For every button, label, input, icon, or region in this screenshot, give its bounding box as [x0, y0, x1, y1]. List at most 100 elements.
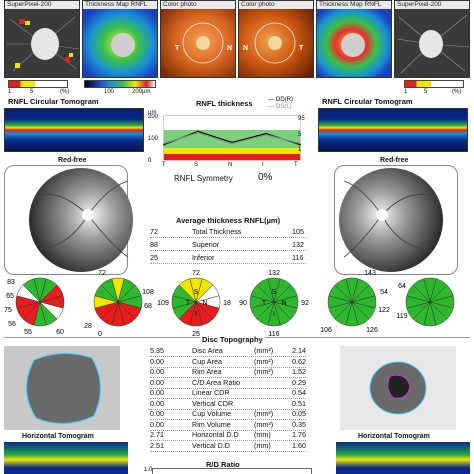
clock-right-label: 122	[378, 307, 390, 314]
sector	[256, 278, 275, 303]
avg-row-label: Superior	[192, 240, 220, 249]
redfree-left-image	[29, 168, 133, 272]
x-tick-i: I	[262, 162, 264, 168]
x-tick-n: N	[228, 162, 233, 168]
quad-right-right: 92	[301, 300, 309, 307]
tomogram-left-title: RNFL Circular Tomogram	[8, 97, 99, 106]
quad-right-i: I	[273, 311, 275, 318]
disc-row-divider	[150, 450, 306, 452]
disc-row-left: 0.00	[150, 388, 164, 397]
disc-row-label: Rim Volume	[192, 419, 231, 429]
clock-chart-right	[405, 277, 455, 327]
clock-right-label: 119	[396, 313, 407, 320]
quad-right-top: 132	[268, 270, 280, 277]
disc-row-left: 0.00	[150, 419, 164, 429]
avg-row: 88 Superior 132	[150, 239, 306, 250]
side-tick-1: 1	[298, 147, 302, 153]
rnfl-y-tick: 100	[148, 136, 159, 142]
legend-od: — OD(R)	[268, 97, 294, 103]
disc-row-left: 0.00	[150, 409, 164, 418]
x-tick-s: S	[194, 162, 199, 168]
side-tick-5: 5	[298, 132, 302, 138]
sector	[178, 278, 197, 303]
disc-topography-title: Disc Topography	[200, 335, 265, 344]
quad-right-left: 90	[239, 300, 247, 307]
disc-row: 0.00 Cup Area (mm²) 0.62	[150, 357, 306, 367]
avg-row: 72 Total Thickness 105	[150, 226, 306, 237]
clock-chart-right-mid	[327, 277, 377, 327]
rnfl-y-unit: µm	[148, 110, 157, 116]
disc-left-image	[4, 346, 120, 430]
disc-row-right: 1.60	[292, 440, 306, 450]
rnfl-point	[265, 133, 267, 136]
quad-right-bottom: 116	[268, 331, 279, 338]
redfree-left-title: Red-free	[58, 157, 87, 164]
avg-row-divider	[150, 237, 306, 238]
disc-row: 0.00 Rim Volume (mm³) 0.35	[150, 420, 306, 430]
disc-row-label: Linear CDR	[192, 388, 230, 397]
color-photo-right-caption: Color photo	[239, 1, 313, 9]
superpixel-right-panel: SuperPixel-200	[394, 0, 470, 78]
quad-left-t: T	[186, 300, 191, 307]
legend-os: — OS(L)	[268, 104, 292, 110]
color-photo-left-image	[161, 9, 235, 77]
superpixel-right-image	[395, 9, 469, 77]
disc-row-right: 0.62	[292, 356, 306, 366]
clock-left-label: 65	[6, 293, 14, 300]
disc-row-unit: (mm²)	[254, 346, 274, 355]
disc-row-label: Horizontal D.D	[192, 430, 239, 439]
quad-left-left: 109	[157, 300, 169, 307]
rnfl-point	[163, 142, 165, 145]
thickness-map-right-image	[317, 9, 391, 77]
rnfl-thickness-chart: 200 100 0	[148, 114, 301, 164]
quad-left-right: 18	[223, 300, 231, 307]
disc-row-divider	[150, 398, 306, 399]
clock-right-label: 64	[398, 283, 406, 290]
thickness-scale-200: 200µm	[132, 89, 151, 95]
scale-right-1: 1	[404, 89, 408, 95]
scale-right-5: 5	[424, 89, 428, 95]
superpixel-left-scale	[8, 80, 68, 88]
horizontal-tomogram-left-title: Horizontal Tomogram	[22, 433, 94, 440]
disc-row-right: 0.54	[292, 388, 306, 397]
disc-row-left: 5.35	[150, 346, 164, 355]
horizontal-tomogram-right-title: Horizontal Tomogram	[358, 433, 430, 440]
disc-row-divider	[150, 377, 306, 378]
photo-left-t-letter: T	[175, 45, 180, 52]
thickness-map-left-panel: Thickness Map RNFL	[82, 0, 158, 78]
thickness-scale-100: 100	[104, 89, 115, 95]
quadrant-chart-right	[249, 277, 299, 327]
disc-row-right: 0.51	[292, 398, 306, 408]
clock-chart-left-mid	[93, 277, 143, 327]
disc-row-right: 1.76	[292, 430, 306, 439]
disc-row-divider	[150, 429, 306, 431]
rnfl-y-tick: 0	[148, 158, 152, 164]
disc-row-unit: (mm)	[254, 430, 271, 439]
clock-left-label: 83	[7, 279, 15, 286]
disc-row: 2.51 Vertical D.D (mm) 1.60	[150, 441, 306, 451]
disc-row-right: 2.14	[292, 346, 306, 355]
clock-left-mid-label: 28	[84, 323, 92, 330]
quad-left-top: 72	[192, 270, 200, 277]
disc-row-unit: (mm²)	[254, 356, 274, 366]
tomogram-right-image	[318, 108, 468, 152]
disc-row-left: 0.00	[150, 367, 164, 376]
disc-row-divider	[150, 419, 306, 420]
quad-right-n: N	[281, 300, 286, 307]
clock-left-mid-label: 68	[144, 303, 152, 310]
superpixel-left-image	[5, 9, 79, 77]
avg-row-left: 88	[150, 240, 158, 249]
rnfl-y-tick: 200	[148, 114, 159, 120]
disc-row: 0.00 Linear CDR 0.54	[150, 388, 306, 398]
thickness-map-left-image	[83, 9, 157, 77]
quad-right-s: S	[272, 289, 277, 296]
superpixel-left-caption: SuperPixel-200	[5, 1, 79, 9]
thickness-color-scale	[84, 80, 156, 88]
disc-row-label: Cup Area	[192, 356, 222, 366]
quad-left-i: I	[195, 311, 197, 318]
avg-row-left: 25	[150, 253, 158, 262]
color-photo-left-panel: Color photo T N	[160, 0, 236, 78]
avg-row-divider	[150, 263, 306, 264]
disc-row-left: 0.00	[150, 377, 164, 387]
rnfl-point	[299, 142, 301, 145]
